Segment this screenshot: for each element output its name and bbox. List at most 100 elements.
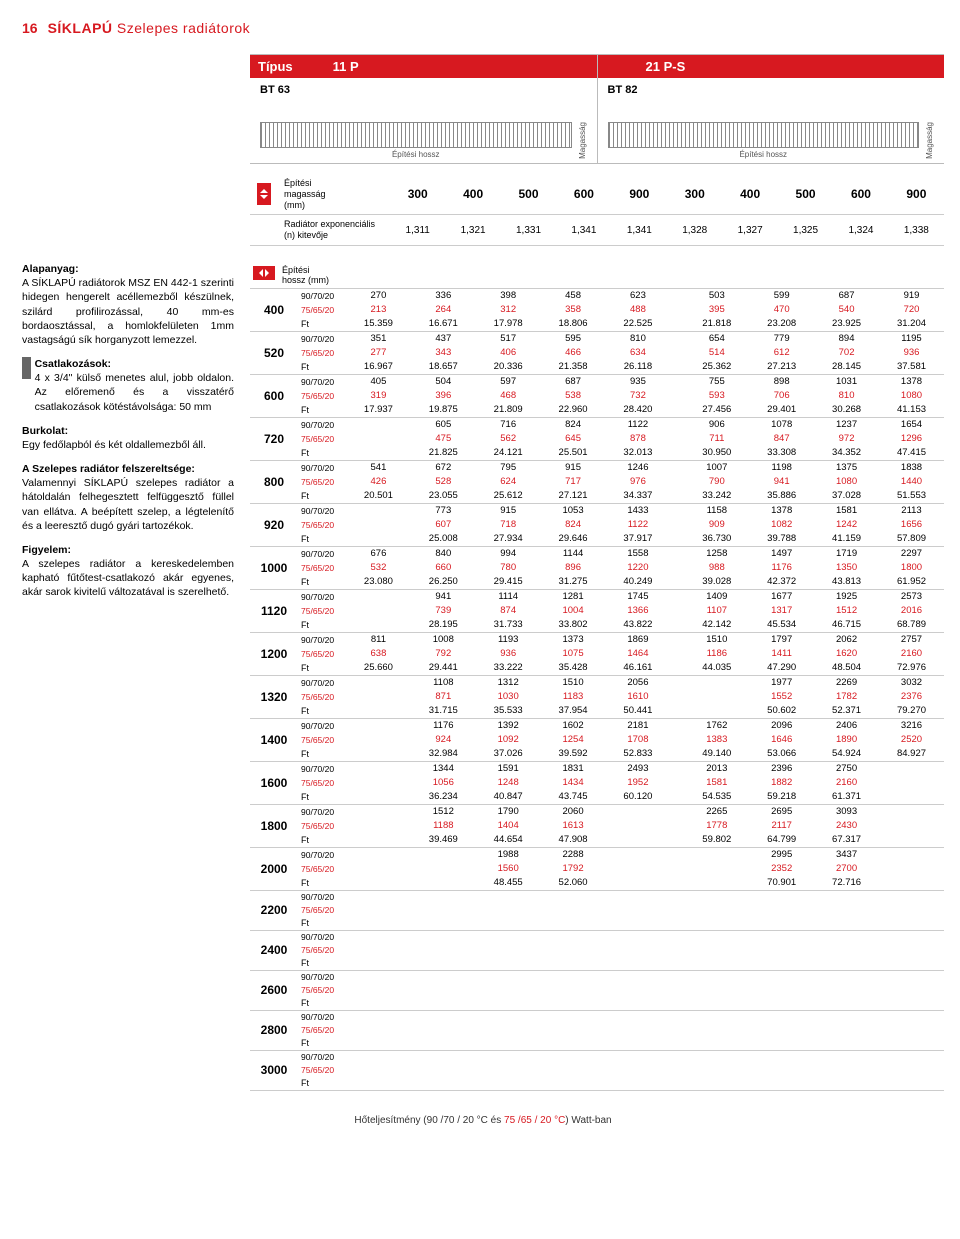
temp-label-7565: 75/65/20	[298, 604, 346, 618]
temp-label-7565: 75/65/20	[298, 1064, 346, 1077]
length-cell: 920	[250, 503, 298, 546]
price-label: Ft	[298, 360, 346, 375]
type-name-1: 21 P-S	[646, 59, 686, 74]
temp-label-7565: 75/65/20	[298, 1024, 346, 1037]
height-label: Építési magasság (mm)	[278, 174, 390, 214]
bt-0: BT 63	[260, 84, 587, 96]
page-title: SÍKLAPÚ Szelepes radiátorok	[48, 20, 251, 36]
price-label: Ft	[298, 532, 346, 547]
price-label: Ft	[298, 575, 346, 590]
price-label: Ft	[298, 997, 346, 1011]
exponent-value: 1,324	[833, 221, 888, 240]
type-label: Típus	[258, 59, 293, 74]
price-label: Ft	[298, 618, 346, 633]
height-value: 600	[833, 183, 888, 205]
price-label: Ft	[298, 1077, 346, 1091]
temp-label-9070: 90/70/20	[298, 331, 346, 346]
radiator-illustration-1: Építési hossz Magasság	[608, 122, 935, 159]
price-label: Ft	[298, 489, 346, 504]
height-value: 900	[612, 183, 667, 205]
length-cell: 1120	[250, 589, 298, 632]
exponent-value: 1,341	[556, 221, 611, 240]
price-label: Ft	[298, 317, 346, 332]
price-label: Ft	[298, 917, 346, 931]
temp-label-9070: 90/70/20	[298, 970, 346, 984]
temp-label-7565: 75/65/20	[298, 984, 346, 997]
temp-label-9070: 90/70/20	[298, 546, 346, 561]
length-cell: 2000	[250, 847, 298, 890]
length-cell: 1000	[250, 546, 298, 589]
temp-label-9070: 90/70/20	[298, 1010, 346, 1024]
temp-label-7565: 75/65/20	[298, 389, 346, 403]
type-header-row: Típus 11 P BT 63 Építési hossz Magasság …	[250, 54, 944, 164]
exponent-value: 1,338	[889, 221, 944, 240]
temp-label-9070: 90/70/20	[298, 632, 346, 647]
temp-label-9070: 90/70/20	[298, 930, 346, 944]
length-cell: 1200	[250, 632, 298, 675]
length-cell: 720	[250, 417, 298, 460]
length-cell: 1320	[250, 675, 298, 718]
performance-table: 40090/70/2027033639845862350359968791975…	[250, 289, 944, 1091]
height-value: 900	[889, 183, 944, 205]
temp-label-9070: 90/70/20	[298, 503, 346, 518]
type-col-11p: Típus 11 P BT 63 Építési hossz Magasság	[250, 55, 597, 163]
temp-label-7565: 75/65/20	[298, 733, 346, 747]
temp-label-7565: 75/65/20	[298, 475, 346, 489]
temp-label-7565: 75/65/20	[298, 862, 346, 876]
temp-label-7565: 75/65/20	[298, 303, 346, 317]
exponent-value: 1,321	[445, 221, 500, 240]
temp-label-9070: 90/70/20	[298, 460, 346, 475]
temp-label-9070: 90/70/20	[298, 847, 346, 862]
length-arrow-icon	[253, 266, 275, 280]
price-label: Ft	[298, 833, 346, 848]
exponent-value: 1,331	[501, 221, 556, 240]
length-cell: 2200	[250, 890, 298, 930]
price-label: Ft	[298, 661, 346, 676]
height-value: 300	[667, 183, 722, 205]
temp-label-9070: 90/70/20	[298, 1050, 346, 1064]
temp-label-9070: 90/70/20	[298, 761, 346, 776]
temp-label-7565: 75/65/20	[298, 690, 346, 704]
length-cell: 1800	[250, 804, 298, 847]
exponent-label: Radiátor exponenciális (n) kitevője	[278, 215, 390, 245]
temp-label-7565: 75/65/20	[298, 561, 346, 575]
temp-label-9070: 90/70/20	[298, 804, 346, 819]
temp-label-7565: 75/65/20	[298, 819, 346, 833]
temp-label-7565: 75/65/20	[298, 432, 346, 446]
length-cell: 600	[250, 374, 298, 417]
radiator-illustration-0: Építési hossz Magasság	[260, 122, 587, 159]
length-label: Építési hossz (mm)	[278, 265, 329, 285]
temp-label-7565: 75/65/20	[298, 647, 346, 661]
price-label: Ft	[298, 747, 346, 762]
length-cell: 1400	[250, 718, 298, 761]
temp-label-7565: 75/65/20	[298, 776, 346, 790]
temp-label-7565: 75/65/20	[298, 346, 346, 360]
price-label: Ft	[298, 704, 346, 719]
temp-label-7565: 75/65/20	[298, 944, 346, 957]
temp-label-9070: 90/70/20	[298, 675, 346, 690]
temp-label-9070: 90/70/20	[298, 289, 346, 303]
type-name-0: 11 P	[333, 59, 359, 74]
temp-label-9070: 90/70/20	[298, 417, 346, 432]
length-cell: 2400	[250, 930, 298, 970]
exponent-value: 1,328	[667, 221, 722, 240]
temp-label-9070: 90/70/20	[298, 718, 346, 733]
data-table-column: Építési hossz (mm) 40090/70/202703363984…	[250, 262, 944, 1091]
height-value: 600	[556, 183, 611, 205]
length-cell: 520	[250, 331, 298, 374]
height-value: 500	[778, 183, 833, 205]
price-label: Ft	[298, 790, 346, 805]
temp-label-7565: 75/65/20	[298, 518, 346, 532]
price-label: Ft	[298, 403, 346, 418]
height-value: 400	[722, 183, 777, 205]
height-exponent-block: Építési magasság (mm) 300400500600900300…	[250, 174, 944, 246]
temp-label-9070: 90/70/20	[298, 589, 346, 604]
length-cell: 2600	[250, 970, 298, 1010]
description-column: Alapanyag: A SÍKLAPÚ radiátorok MSZ EN 4…	[22, 262, 250, 1091]
height-arrow-icon	[257, 183, 271, 205]
length-cell: 800	[250, 460, 298, 503]
page-header: 16 SÍKLAPÚ Szelepes radiátorok	[22, 20, 944, 36]
price-label: Ft	[298, 446, 346, 461]
type-col-21ps: 21 P-S BT 82 Építési hossz Magasság	[597, 55, 945, 163]
price-label: Ft	[298, 1037, 346, 1051]
